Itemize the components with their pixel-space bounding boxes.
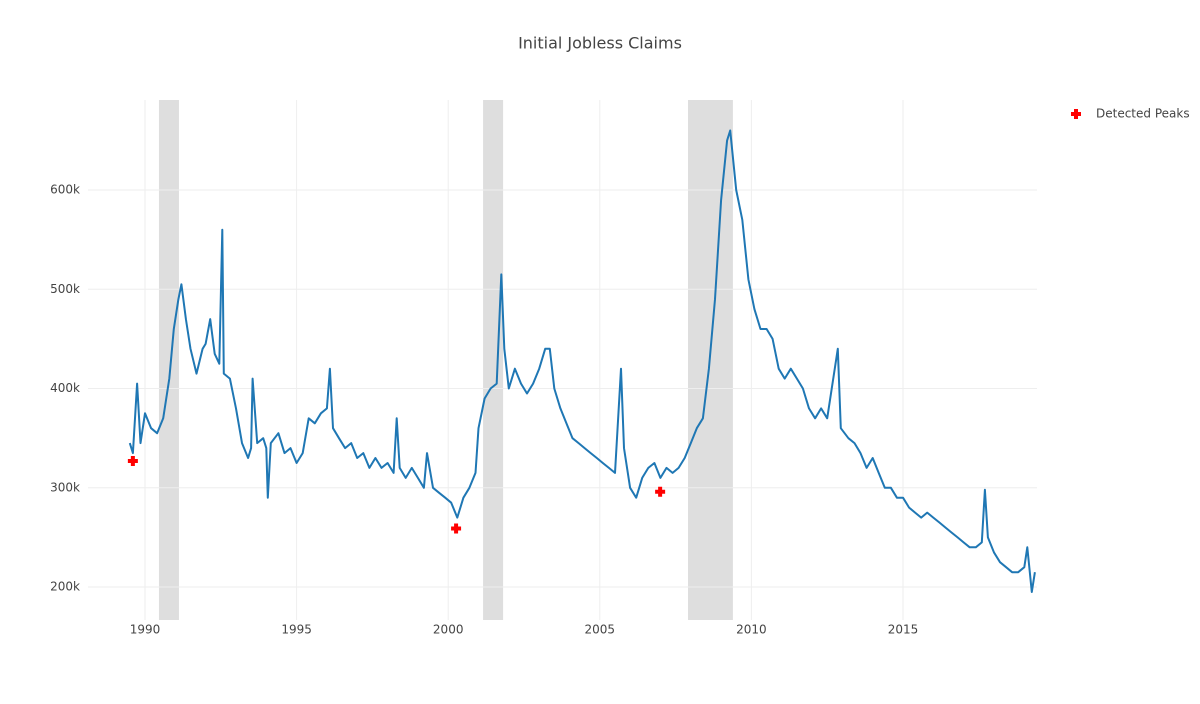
line <box>128 129 1036 593</box>
legend-label: Detected Peaks <box>1096 107 1190 121</box>
y-tick-label: 600k <box>50 183 80 197</box>
legend-marker <box>1071 109 1081 119</box>
peak-marker <box>451 523 462 534</box>
recession-shade <box>483 100 504 620</box>
chart-title: Initial Jobless Claims <box>518 34 682 53</box>
x-tick-label: 2010 <box>736 623 767 637</box>
peak-marker <box>127 455 138 466</box>
y-tick-label: 300k <box>50 480 80 494</box>
x-tick-label: 1990 <box>130 623 161 637</box>
x-tick-label: 1995 <box>281 623 312 637</box>
peak-marker <box>655 486 666 497</box>
y-tick-label: 400k <box>50 381 80 395</box>
x-tick-label: 2015 <box>888 623 919 637</box>
recession-shade <box>158 100 179 620</box>
x-tick-label: 2000 <box>433 623 464 637</box>
x-tick-label: 2005 <box>585 623 616 637</box>
y-tick-label: 500k <box>50 282 80 296</box>
y-tick-label: 200k <box>50 580 80 594</box>
